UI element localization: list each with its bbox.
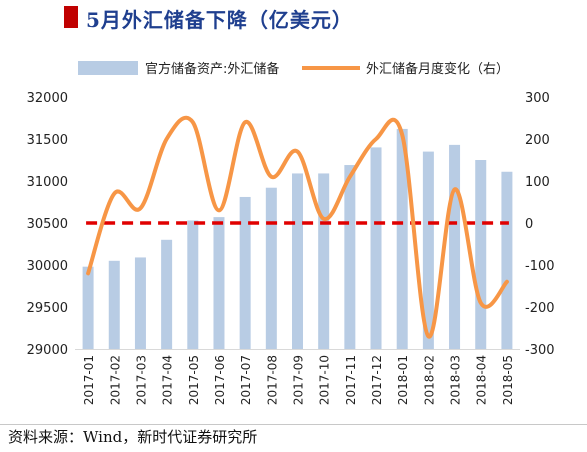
x-tick-label: 2017-10 bbox=[318, 355, 332, 405]
legend-swatch-bar bbox=[78, 61, 138, 75]
bar-2018-02 bbox=[422, 151, 434, 349]
bar-2017-01 bbox=[82, 266, 94, 349]
bar-2017-10 bbox=[318, 173, 330, 349]
line-series bbox=[86, 115, 509, 339]
x-tick-label: 2017-09 bbox=[292, 355, 306, 405]
source-note: 资料来源：Wind，新时代证券研究所 bbox=[8, 428, 258, 446]
bar-2017-09 bbox=[292, 173, 303, 349]
x-tick-label: 2018-05 bbox=[501, 355, 515, 405]
x-tick-label: 2017-04 bbox=[161, 355, 175, 405]
bar-2017-12 bbox=[370, 147, 382, 349]
right-y-tick-label: -300 bbox=[525, 343, 555, 358]
bar-2017-06 bbox=[213, 217, 225, 349]
left-y-axis: 29000 29500 30000 30500 31000 31500 32000 bbox=[27, 91, 68, 358]
x-tick-label: 2017-11 bbox=[344, 355, 358, 405]
x-tick-label: 2017-08 bbox=[265, 355, 279, 405]
x-tick-label: 2018-02 bbox=[422, 355, 436, 405]
right-y-tick-label: 0 bbox=[525, 217, 533, 232]
left-y-tick-label: 32000 bbox=[27, 91, 68, 106]
bar-2018-04 bbox=[475, 160, 487, 349]
x-tick-label: 2017-02 bbox=[108, 355, 122, 405]
x-tick-label: 2017-01 bbox=[82, 355, 96, 405]
x-tick-label: 2018-04 bbox=[475, 355, 489, 405]
left-y-tick-label: 30500 bbox=[27, 217, 68, 232]
source-divider bbox=[0, 424, 587, 425]
left-y-tick-label: 31500 bbox=[27, 133, 68, 148]
bar-2017-02 bbox=[108, 260, 120, 349]
x-axis: 2017-01 2017-02 2017-03 2017-04 2017-05 2017-… bbox=[82, 355, 515, 405]
bar-2018-05 bbox=[501, 171, 513, 349]
right-y-tick-label: 300 bbox=[525, 91, 550, 106]
chart-title: 5月外汇储备下降（亿美元） bbox=[86, 8, 353, 32]
title-block: 5月外汇储备下降（亿美元） bbox=[0, 0, 587, 40]
bar-2017-04 bbox=[161, 239, 173, 349]
right-y-axis: -300 -200 -100 0 100 200 300 bbox=[525, 91, 555, 358]
bar-2017-03 bbox=[134, 257, 146, 349]
x-tick-label: 2018-03 bbox=[449, 355, 463, 405]
title-accent-mark bbox=[64, 6, 78, 28]
left-y-tick-label: 31000 bbox=[27, 175, 68, 190]
x-tick-label: 2017-05 bbox=[187, 355, 201, 405]
x-tick-label: 2018-01 bbox=[396, 355, 410, 405]
x-tick-label: 2017-07 bbox=[239, 355, 253, 405]
right-y-tick-label: -100 bbox=[525, 259, 555, 274]
monthly-change-line bbox=[86, 115, 509, 339]
legend-label-bar: 官方储备资产:外汇储备 bbox=[145, 61, 279, 77]
left-y-tick-label: 29000 bbox=[27, 343, 68, 358]
bar-2018-03 bbox=[449, 144, 461, 349]
x-tick-label: 2017-12 bbox=[370, 355, 384, 405]
bar-2017-07 bbox=[239, 196, 251, 349]
left-y-tick-label: 29500 bbox=[27, 301, 68, 316]
legend-label-line: 外汇储备月度变化（右） bbox=[366, 61, 509, 77]
bar-2017-11 bbox=[344, 165, 356, 349]
right-y-tick-label: 100 bbox=[525, 175, 550, 190]
right-y-tick-label: 200 bbox=[525, 133, 550, 148]
bar-2017-05 bbox=[187, 220, 199, 349]
legend: 官方储备资产:外汇储备 外汇储备月度变化（右） bbox=[78, 61, 509, 77]
x-tick-label: 2017-03 bbox=[134, 355, 148, 405]
left-y-tick-label: 30000 bbox=[27, 259, 68, 274]
right-y-tick-label: -200 bbox=[525, 301, 555, 316]
bar-2018-01 bbox=[396, 128, 408, 349]
bar-series bbox=[82, 128, 513, 349]
x-tick-label: 2017-06 bbox=[213, 355, 227, 405]
bar-2017-08 bbox=[265, 187, 277, 349]
